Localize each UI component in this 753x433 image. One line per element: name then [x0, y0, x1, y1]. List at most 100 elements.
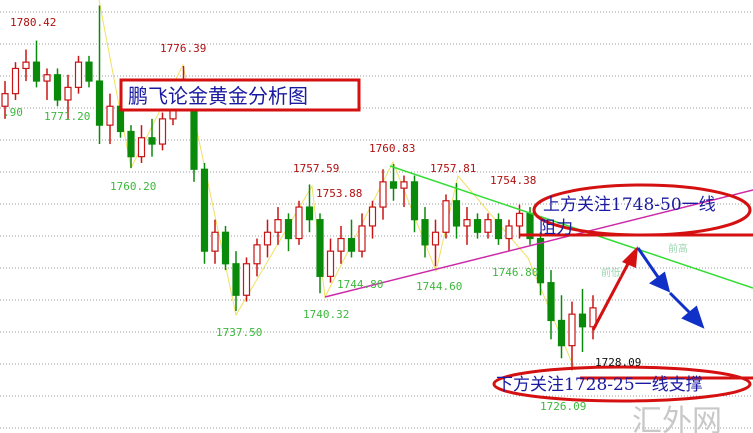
- candle-body: [106, 105, 114, 126]
- candle: [589, 295, 597, 340]
- candle: [400, 175, 408, 208]
- candle: [263, 219, 272, 258]
- candle-body: [494, 219, 503, 240]
- candle: [85, 55, 93, 88]
- candle: [43, 68, 51, 100]
- candle-body: [95, 80, 104, 126]
- candle-body: [11, 67, 20, 95]
- candle-body: [43, 74, 51, 82]
- candle-body: [127, 130, 135, 158]
- candle: [53, 68, 62, 107]
- price-label: 1754.38: [490, 174, 536, 187]
- candle-body: [53, 74, 62, 101]
- candle-body: [568, 313, 576, 347]
- price-label: 1780.42: [10, 16, 56, 29]
- price-label: 1744.60: [416, 280, 462, 293]
- candle: [106, 93, 114, 145]
- price-label: 1760.20: [110, 180, 156, 193]
- candle-body: [578, 313, 587, 328]
- price-label: 1728.09: [595, 356, 641, 369]
- candle-body: [221, 231, 230, 265]
- candle: [95, 5, 104, 145]
- candle: [326, 238, 335, 283]
- candle-body: [263, 231, 272, 246]
- candle-body: [379, 181, 387, 208]
- support-annotation: 下方关注1728-25一线支撑: [496, 375, 703, 395]
- candle: [547, 270, 555, 340]
- candle-body: [368, 206, 377, 227]
- price-label: 1737.50: [216, 326, 262, 339]
- candle-body: [431, 231, 440, 246]
- candle: [148, 118, 156, 157]
- title-box: [119, 78, 361, 112]
- candle-body: [158, 118, 167, 145]
- price-label: 1744.80: [337, 278, 383, 291]
- candle-body: [347, 237, 356, 252]
- prev-high-marker: 前高: [668, 242, 688, 255]
- candle-body: [410, 181, 419, 221]
- candle-body: [1, 93, 9, 107]
- candle-body: [589, 307, 597, 328]
- low-labels: .90 1771.20 1760.20 1737.50 1740.32 1744…: [3, 106, 586, 413]
- candle-body: [64, 86, 72, 101]
- candle: [431, 219, 440, 267]
- candle: [1, 81, 9, 119]
- candle-body: [547, 282, 555, 322]
- candle: [221, 225, 230, 271]
- candle: [337, 225, 345, 264]
- candle: [421, 207, 429, 258]
- candle-body: [295, 206, 303, 240]
- candle: [368, 200, 377, 239]
- candle: [284, 213, 293, 252]
- descending-trendline: [389, 165, 753, 289]
- candle: [452, 183, 461, 239]
- candle-body: [358, 225, 366, 252]
- candle-body: [400, 181, 408, 189]
- candle-body: [463, 219, 471, 227]
- candle-body: [557, 319, 566, 347]
- candle-body: [337, 237, 345, 252]
- candle: [64, 74, 72, 119]
- candle: [127, 125, 135, 168]
- candle: [305, 184, 314, 233]
- price-label: 1726.09: [540, 400, 586, 413]
- price-label: 1753.88: [316, 187, 362, 200]
- candle: [410, 175, 419, 233]
- candle-body: [421, 219, 429, 246]
- candle: [211, 219, 219, 264]
- candle-body: [32, 61, 41, 82]
- candle: [232, 251, 240, 312]
- price-label: 1740.32: [303, 308, 349, 321]
- candle-body: [22, 61, 30, 70]
- candles: [1, 5, 597, 371]
- candle: [242, 257, 251, 302]
- candle: [536, 232, 545, 296]
- resistance-annotation: 上方关注1748-50一线: [543, 195, 716, 215]
- candle: [494, 213, 503, 245]
- down-arrow: [636, 247, 705, 329]
- candle-body: [305, 206, 314, 221]
- price-label: 1776.39: [160, 42, 206, 55]
- prev-low-marker: 前低: [601, 266, 621, 279]
- candle: [137, 125, 146, 163]
- candle-body: [284, 219, 293, 240]
- candle-body: [326, 250, 335, 277]
- candle-body: [200, 168, 209, 252]
- candle-body: [389, 181, 398, 189]
- candle: [11, 62, 20, 100]
- candle-body: [536, 237, 545, 284]
- candle: [568, 301, 576, 371]
- candle: [484, 213, 492, 239]
- candle-body: [148, 137, 156, 145]
- price-label: 1746.80: [492, 266, 538, 279]
- candle: [253, 238, 261, 277]
- candle-body: [242, 263, 251, 296]
- price-label: 1760.83: [369, 142, 415, 155]
- watermark: 汇外网: [632, 404, 722, 433]
- candle-body: [253, 244, 261, 265]
- candle: [473, 213, 482, 239]
- candle: [515, 204, 524, 239]
- chart-title: 鹏飞论金黄金分析图: [128, 84, 308, 108]
- candle: [316, 213, 324, 294]
